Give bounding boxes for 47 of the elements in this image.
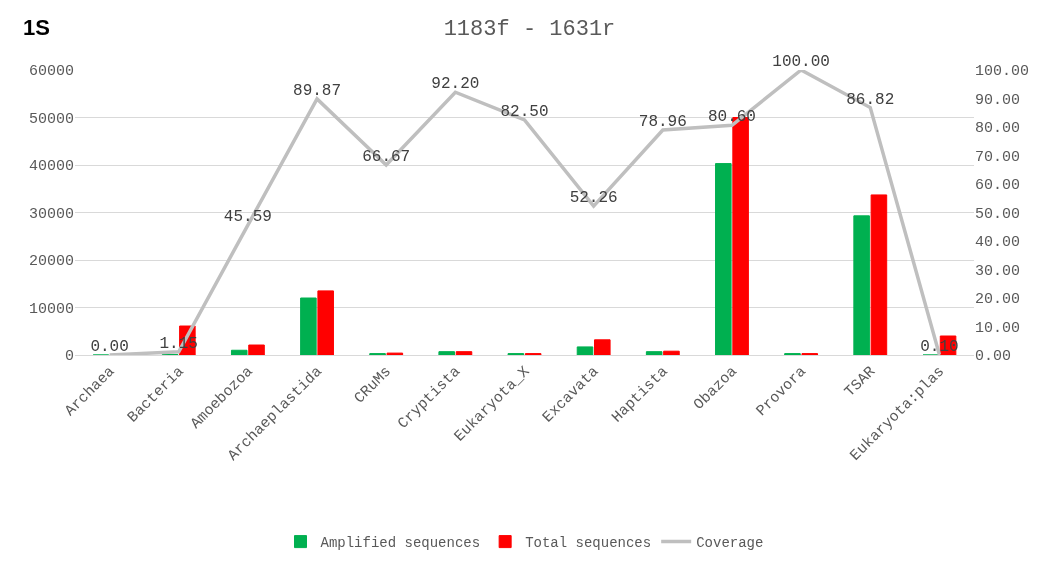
y2-tick-label: 10.00	[975, 319, 1021, 337]
legend-label: Amplified sequences	[320, 535, 481, 552]
bar	[317, 290, 334, 355]
bar	[455, 351, 473, 355]
bar	[248, 344, 265, 355]
y-tick-label: 0	[64, 348, 74, 366]
y2-tick-label: 0.00	[975, 348, 1012, 366]
bar	[645, 351, 663, 355]
y-tick-label: 30000	[28, 205, 74, 223]
data-label: 66.67	[362, 147, 411, 166]
chart-title: 1183f - 1631r	[443, 17, 616, 43]
bar	[594, 339, 611, 355]
y2-tick-label: 30.00	[975, 262, 1021, 280]
data-label: 82.50	[500, 102, 549, 121]
bar	[853, 215, 870, 355]
bar	[663, 350, 680, 355]
data-label: 52.26	[569, 189, 618, 208]
data-label: 45.59	[223, 208, 272, 227]
data-label: 100.00	[772, 53, 830, 71]
y-tick-label: 40000	[28, 158, 74, 176]
data-label: 0.00	[90, 338, 129, 356]
y2-tick-label: 60.00	[975, 177, 1021, 195]
bar	[715, 163, 732, 355]
y-tick-label: 10000	[28, 300, 74, 318]
y2-tick-label: 50.00	[975, 205, 1021, 223]
bar	[438, 351, 455, 355]
bar	[300, 297, 317, 355]
y2-tick-label: 70.00	[975, 148, 1021, 166]
data-label: 89.87	[293, 81, 342, 100]
y2-tick-label: 40.00	[975, 234, 1021, 252]
legend-label: Total sequences	[525, 535, 652, 552]
y2-tick-label: 100.00	[975, 63, 1030, 81]
y-tick-label: 60000	[28, 63, 74, 81]
data-label: 86.82	[846, 90, 895, 109]
text: 1S	[23, 15, 50, 40]
y2-tick-label: 80.00	[975, 120, 1021, 138]
bar	[576, 346, 594, 355]
bar	[870, 194, 888, 355]
y2-tick-label: 90.00	[975, 91, 1021, 109]
bar	[230, 349, 248, 355]
legend-label: Coverage	[696, 535, 764, 552]
data-label: 92.20	[431, 75, 480, 94]
y2-tick-label: 20.00	[975, 291, 1021, 309]
data-label: 80.60	[707, 108, 756, 127]
data-label: 78.96	[638, 112, 687, 131]
y-tick-label: 20000	[28, 253, 74, 271]
y-tick-label: 50000	[28, 110, 74, 128]
